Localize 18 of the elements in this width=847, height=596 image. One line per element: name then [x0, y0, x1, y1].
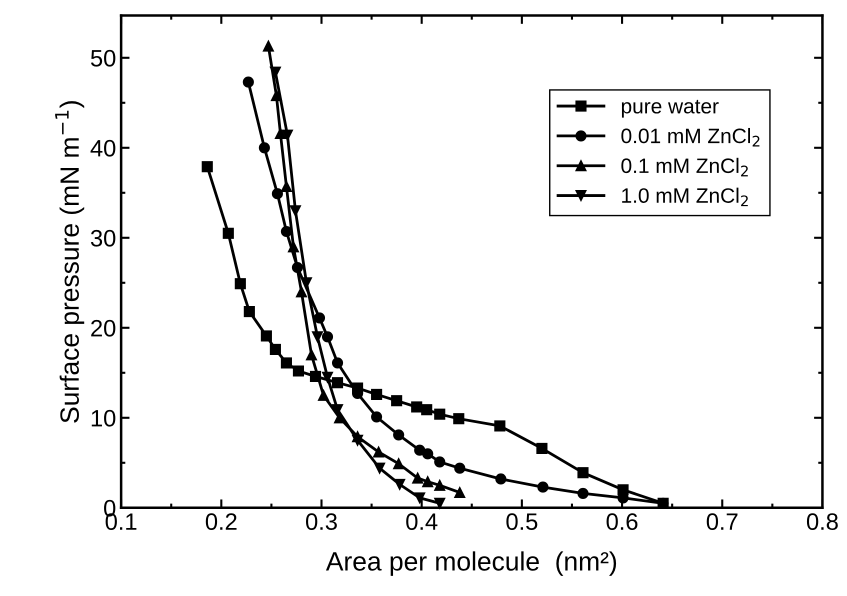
x-axis-title: Area per molecule (nm²)	[326, 551, 616, 576]
x-tick-label: 0.3	[306, 513, 337, 530]
y-tick-label: 50	[90, 50, 116, 67]
y-tick-label: 10	[92, 410, 116, 427]
legend-label: pure water	[622, 100, 719, 118]
x-tick-label: 0.4	[406, 513, 438, 530]
x-tick-label: 0.7	[706, 513, 738, 530]
y-axis-title: Surface pressure (mN m$^{−1}$)	[55, 101, 84, 423]
y-tick-label: 30	[90, 230, 116, 247]
legend-label: 0.01 mM ZnCl$_{2}$	[621, 128, 760, 146]
y-tick-label: 20	[91, 320, 116, 337]
legend-label: 0.1 mM ZnCl$_{2}$	[621, 158, 748, 176]
legend-label: 1.0 mM ZnCl$_{2}$	[622, 188, 748, 206]
y-tick-label: 40	[90, 140, 116, 157]
x-tick-label: 0.8	[806, 513, 838, 530]
x-tick-label: 0.5	[506, 513, 538, 530]
x-tick-label: 0.2	[206, 513, 237, 530]
x-tick-label: 0.6	[606, 513, 638, 530]
